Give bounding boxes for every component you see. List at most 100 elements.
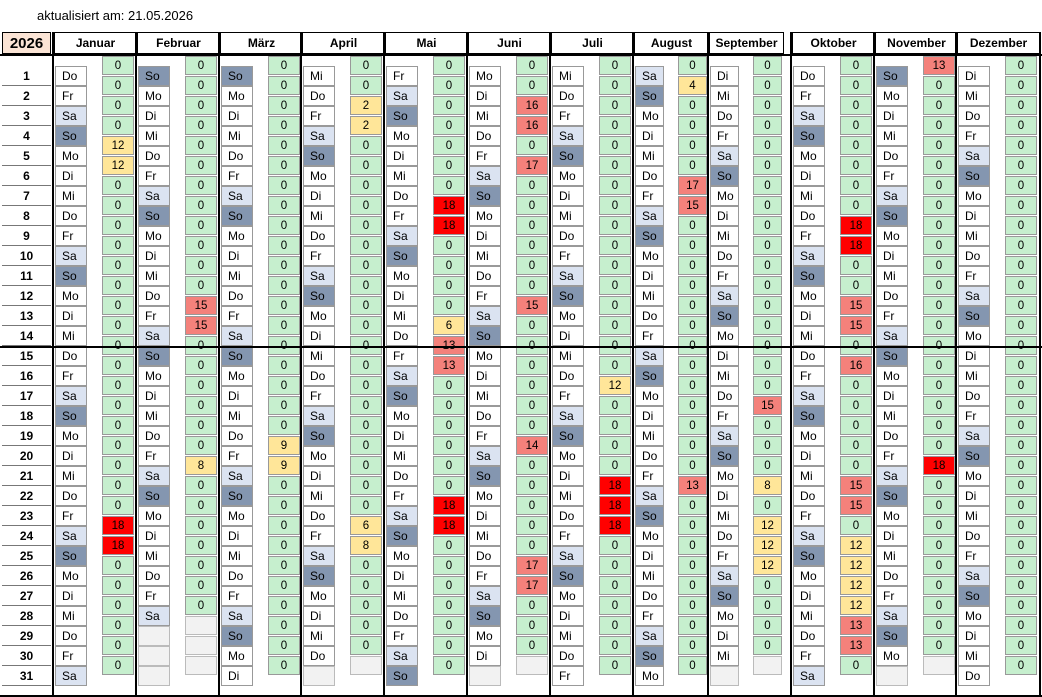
value-cell[interactable]: 0 — [185, 156, 217, 175]
value-cell[interactable]: 0 — [350, 396, 382, 415]
weekday-cell[interactable]: Sa — [635, 626, 664, 646]
value-cell[interactable]: 17 — [516, 156, 548, 175]
value-cell[interactable]: 0 — [102, 596, 134, 615]
value-cell[interactable]: 0 — [185, 196, 217, 215]
weekday-cell[interactable]: Di — [552, 466, 584, 486]
value-cell[interactable]: 0 — [1005, 596, 1037, 615]
weekday-cell[interactable]: Mi — [138, 406, 170, 426]
value-cell[interactable]: 0 — [268, 476, 300, 495]
value-cell[interactable]: 0 — [350, 276, 382, 295]
weekday-cell[interactable]: Di — [303, 186, 335, 206]
weekday-cell[interactable]: Fr — [793, 646, 825, 666]
value-cell[interactable]: 2 — [350, 116, 382, 135]
weekday-cell[interactable]: Fr — [793, 366, 825, 386]
weekday-cell[interactable]: Fr — [55, 226, 87, 246]
weekday-cell[interactable]: Mo — [710, 466, 739, 486]
weekday-cell[interactable]: Di — [793, 306, 825, 326]
value-cell[interactable]: 0 — [599, 276, 631, 295]
value-cell[interactable]: 0 — [678, 296, 707, 315]
weekday-cell[interactable]: Mi — [710, 226, 739, 246]
value-cell[interactable]: 0 — [599, 176, 631, 195]
value-cell[interactable]: 0 — [840, 436, 872, 455]
weekday-cell[interactable]: Mi — [552, 486, 584, 506]
value-cell[interactable]: 0 — [350, 496, 382, 515]
value-cell[interactable]: 12 — [102, 156, 134, 175]
value-cell[interactable]: 0 — [1005, 316, 1037, 335]
value-cell[interactable]: 15 — [678, 196, 707, 215]
value-cell[interactable]: 0 — [185, 596, 217, 615]
weekday-cell[interactable]: So — [552, 566, 584, 586]
value-cell[interactable]: 12 — [753, 556, 782, 575]
value-cell[interactable]: 0 — [268, 616, 300, 635]
value-cell[interactable]: 8 — [185, 456, 217, 475]
weekday-cell[interactable]: So — [635, 506, 664, 526]
value-cell[interactable]: 0 — [599, 296, 631, 315]
weekday-cell[interactable]: Mo — [386, 546, 418, 566]
value-cell[interactable]: 0 — [433, 536, 465, 555]
weekday-cell[interactable]: Di — [138, 526, 170, 546]
weekday-cell[interactable]: Mi — [958, 366, 990, 386]
value-cell[interactable]: 0 — [102, 356, 134, 375]
weekday-cell[interactable]: Sa — [386, 506, 418, 526]
weekday-cell[interactable]: Do — [876, 426, 908, 446]
value-cell[interactable]: 0 — [268, 376, 300, 395]
value-cell[interactable]: 0 — [753, 256, 782, 275]
weekday-cell[interactable]: So — [635, 646, 664, 666]
weekday-cell[interactable]: So — [55, 266, 87, 286]
weekday-cell[interactable]: Fr — [303, 106, 335, 126]
value-cell[interactable]: 18 — [599, 476, 631, 495]
value-cell[interactable]: 0 — [840, 176, 872, 195]
value-cell[interactable]: 0 — [433, 276, 465, 295]
weekday-cell[interactable]: Mi — [710, 646, 739, 666]
value-cell[interactable]: 13 — [433, 336, 465, 355]
weekday-cell[interactable]: So — [710, 446, 739, 466]
value-cell[interactable]: 0 — [753, 356, 782, 375]
weekday-cell[interactable]: Di — [303, 466, 335, 486]
value-cell[interactable]: 0 — [678, 536, 707, 555]
value-cell[interactable]: 0 — [840, 416, 872, 435]
weekday-cell[interactable]: Mo — [469, 346, 501, 366]
weekday-cell[interactable]: Mi — [386, 166, 418, 186]
weekday-cell[interactable]: Do — [793, 206, 825, 226]
value-cell[interactable]: 0 — [433, 556, 465, 575]
weekday-cell[interactable]: Mi — [469, 106, 501, 126]
weekday-cell[interactable]: Mi — [876, 126, 908, 146]
weekday-cell[interactable]: Fr — [138, 306, 170, 326]
weekday-cell[interactable]: Sa — [386, 226, 418, 246]
weekday-cell[interactable]: Mi — [635, 146, 664, 166]
weekday-cell[interactable]: Di — [303, 326, 335, 346]
value-cell[interactable]: 0 — [678, 556, 707, 575]
weekday-cell[interactable]: Mi — [386, 586, 418, 606]
value-cell[interactable]: 0 — [268, 336, 300, 355]
weekday-cell[interactable]: Mi — [710, 366, 739, 386]
value-cell[interactable]: 0 — [185, 556, 217, 575]
weekday-cell[interactable]: Fr — [635, 326, 664, 346]
value-cell[interactable]: 0 — [102, 236, 134, 255]
value-cell[interactable]: 15 — [185, 296, 217, 315]
value-cell[interactable]: 12 — [599, 376, 631, 395]
value-cell[interactable]: 12 — [753, 516, 782, 535]
weekday-cell[interactable]: Mo — [469, 626, 501, 646]
weekday-cell[interactable]: Di — [552, 606, 584, 626]
weekday-cell[interactable]: Di — [55, 446, 87, 466]
weekday-cell[interactable]: Mo — [303, 166, 335, 186]
weekday-cell[interactable]: Do — [710, 246, 739, 266]
value-cell[interactable]: 0 — [1005, 76, 1037, 95]
weekday-cell[interactable]: Mo — [55, 566, 87, 586]
value-cell[interactable]: 0 — [102, 176, 134, 195]
weekday-cell[interactable]: So — [386, 666, 418, 686]
value-cell[interactable]: 0 — [840, 196, 872, 215]
value-cell[interactable]: 0 — [185, 536, 217, 555]
value-cell[interactable]: 0 — [102, 316, 134, 335]
value-cell[interactable]: 0 — [1005, 476, 1037, 495]
weekday-cell[interactable]: Fr — [710, 406, 739, 426]
value-cell[interactable]: 0 — [599, 636, 631, 655]
value-cell[interactable]: 0 — [599, 116, 631, 135]
weekday-cell[interactable]: Mi — [303, 346, 335, 366]
weekday-cell[interactable]: Mi — [552, 626, 584, 646]
weekday-cell[interactable]: Fr — [303, 526, 335, 546]
value-cell[interactable]: 0 — [1005, 256, 1037, 275]
weekday-cell[interactable]: Mi — [552, 206, 584, 226]
value-cell[interactable]: 0 — [185, 76, 217, 95]
value-cell[interactable]: 0 — [753, 596, 782, 615]
